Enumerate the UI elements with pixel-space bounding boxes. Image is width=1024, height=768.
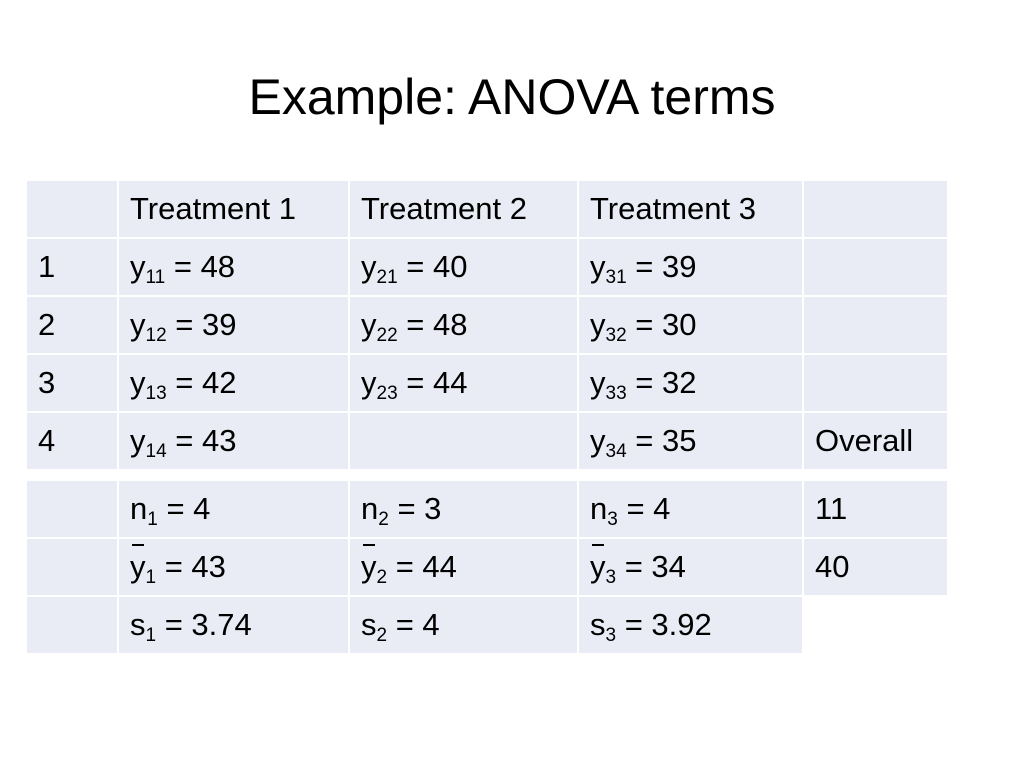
- overall-label: Overall: [804, 413, 947, 469]
- row-number: 4: [27, 413, 117, 469]
- overall-mean-cell: 40: [804, 539, 947, 595]
- overall-empty-cell: [804, 597, 947, 653]
- observation-cell: y22 = 48: [350, 297, 577, 353]
- row-number: 1: [27, 239, 117, 295]
- observation-cell: y11 = 48: [119, 239, 348, 295]
- extra-cell: [804, 297, 947, 353]
- observation-cell: y34 = 35: [579, 413, 802, 469]
- row-number: 3: [27, 355, 117, 411]
- mean-cell: y1 = 43: [119, 539, 348, 595]
- header-treatment-1: Treatment 1: [119, 181, 348, 237]
- std-dev-cell: s3 = 3.92: [579, 597, 802, 653]
- observation-cell: y14 = 43: [119, 413, 348, 469]
- summary-row-label: [27, 481, 117, 537]
- header-cell-blank: [804, 181, 947, 237]
- header-treatment-2: Treatment 2: [350, 181, 577, 237]
- observation-cell: y23 = 44: [350, 355, 577, 411]
- observation-cell: y13 = 42: [119, 355, 348, 411]
- std-dev-cell: s1 = 3.74: [119, 597, 348, 653]
- sample-size-cell: n2 = 3: [350, 481, 577, 537]
- summary-table: n1 = 4 n2 = 3 n3 = 4 11 y1 = 43 y2 = 44 …: [27, 481, 947, 655]
- slide-title: Example: ANOVA terms: [248, 69, 776, 125]
- observation-cell: y31 = 39: [579, 239, 802, 295]
- header-cell-blank: [27, 181, 117, 237]
- extra-cell: [804, 355, 947, 411]
- mean-cell: y3 = 34: [579, 539, 802, 595]
- header-treatment-3: Treatment 3: [579, 181, 802, 237]
- observations-table: Treatment 1 Treatment 2 Treatment 3 1 y1…: [27, 181, 947, 469]
- extra-cell: [804, 239, 947, 295]
- sample-size-cell: n3 = 4: [579, 481, 802, 537]
- summary-row-label: [27, 539, 117, 595]
- summary-row-label: [27, 597, 117, 653]
- mean-cell: y2 = 44: [350, 539, 577, 595]
- observation-cell: y33 = 32: [579, 355, 802, 411]
- std-dev-cell: s2 = 4: [350, 597, 577, 653]
- observation-cell: y12 = 39: [119, 297, 348, 353]
- overall-n-cell: 11: [804, 481, 947, 537]
- row-number: 2: [27, 297, 117, 353]
- observation-cell: [350, 413, 577, 469]
- sample-size-cell: n1 = 4: [119, 481, 348, 537]
- observation-cell: y21 = 40: [350, 239, 577, 295]
- observation-cell: y32 = 30: [579, 297, 802, 353]
